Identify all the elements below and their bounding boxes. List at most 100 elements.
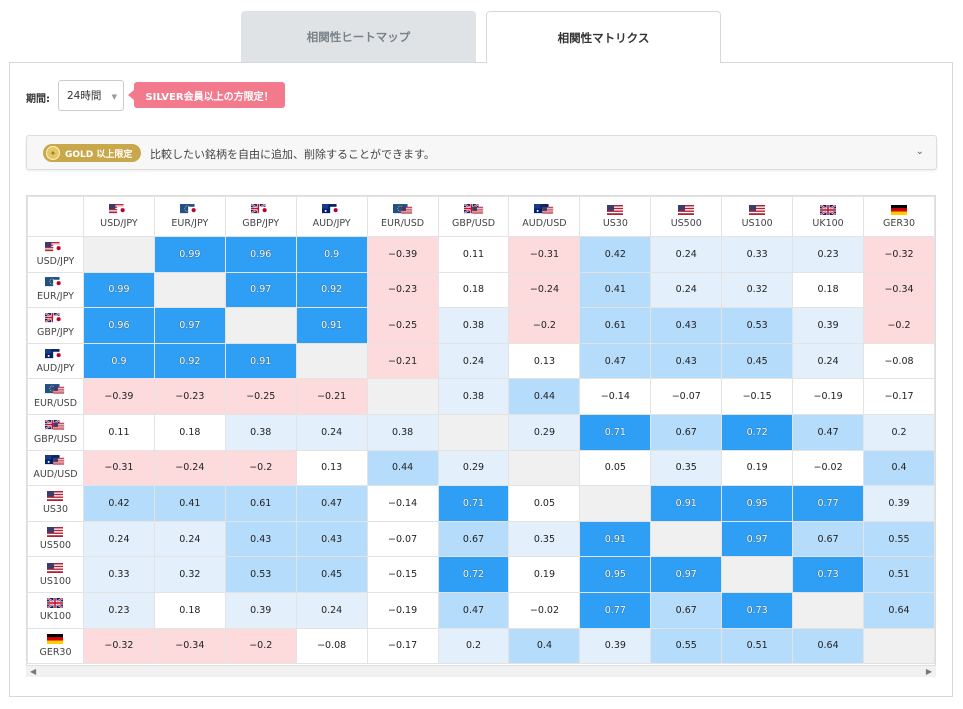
matrix-cell-value: 0.24 — [108, 533, 130, 545]
row-header-label: USD/JPY — [36, 255, 75, 267]
horizontal-scrollbar[interactable]: ◀ ▶ — [26, 665, 936, 677]
matrix-cell-value: 0.97 — [675, 569, 697, 581]
gold-feature-bar[interactable]: ✦ GOLD 以上限定 比較したい銘柄を自由に追加、削除することができます。 ⌄ — [26, 135, 937, 170]
matrix-cell: −0.21 — [366, 342, 439, 380]
matrix-cell: 0.39 — [579, 627, 652, 665]
matrix-cell-value: 0.38 — [250, 426, 272, 438]
column-header-eur-usd: EUR/USD — [366, 196, 439, 237]
matrix-cell: −0.02 — [792, 449, 865, 487]
matrix-cell: 0.97 — [224, 271, 297, 309]
matrix-cell: −0.31 — [508, 236, 581, 273]
matrix-cell-diagonal — [437, 413, 510, 451]
chevron-down-icon[interactable]: ⌄ — [915, 146, 924, 157]
matrix-cell-value: 0.32 — [746, 284, 768, 296]
matrix-cell: 0.29 — [508, 413, 581, 451]
matrix-cell: 0.05 — [508, 485, 581, 522]
table-row: GBP/JPY 0.96 0.97 0.91 −0.25 0.38 −0.2 0.61 0.43… — [27, 307, 935, 344]
matrix-cell-value: −0.17 — [884, 391, 914, 403]
matrix-cell-value: −0.39 — [388, 248, 418, 260]
matrix-cell: 0.92 — [153, 342, 226, 380]
flag-icon — [607, 204, 624, 215]
matrix-cell-value: −0.24 — [529, 284, 559, 296]
tab-matrix[interactable]: 相関性マトリクス — [486, 11, 721, 63]
matrix-cell-diagonal — [650, 520, 723, 558]
column-header-label: GBP/USD — [451, 218, 496, 229]
matrix-cell-value: 0.91 — [250, 355, 272, 367]
matrix-cell: 0.67 — [650, 413, 723, 451]
matrix-cell: −0.32 — [82, 627, 155, 665]
column-header-label: EUR/JPY — [171, 218, 209, 229]
scroll-left-icon[interactable]: ◀ — [30, 667, 37, 676]
row-header-label: EUR/USD — [33, 398, 78, 410]
flag-icon — [47, 598, 64, 609]
matrix-cell-value: 0.99 — [108, 284, 130, 296]
matrix-cell: 0.44 — [366, 449, 439, 487]
matrix-cell: 0.18 — [792, 271, 865, 309]
matrix-cell: 0.73 — [792, 556, 865, 593]
matrix-cell: 0.45 — [295, 556, 368, 593]
flag-icon — [45, 241, 65, 252]
matrix-cell-value: 0.73 — [817, 569, 839, 581]
matrix-cell-value: 0.51 — [746, 640, 768, 652]
matrix-cell: 0.43 — [224, 520, 297, 558]
row-header-aud-usd: AUD/USD — [27, 449, 84, 487]
table-row: AUD/USD −0.31 −0.24 −0.2 0.13 0.44 0.29 0.05 0.3… — [27, 449, 935, 487]
matrix-cell-value: −0.2 — [249, 640, 273, 652]
matrix-cell: 0.43 — [295, 520, 368, 558]
matrix-cell-value: 0.95 — [746, 497, 768, 509]
matrix-cell: −0.21 — [295, 378, 368, 415]
matrix-cell: 0.71 — [437, 485, 510, 522]
matrix-cell: −0.02 — [508, 591, 581, 629]
tab-heatmap[interactable]: 相関性ヒートマップ — [241, 11, 476, 62]
matrix-cell: −0.34 — [863, 271, 935, 309]
matrix-cell: 0.71 — [579, 413, 652, 451]
matrix-cell-value: −0.19 — [813, 391, 843, 403]
row-header-label: US500 — [39, 540, 72, 552]
matrix-cell-value: 0.39 — [604, 640, 626, 652]
scroll-right-icon[interactable]: ▶ — [925, 667, 932, 676]
matrix-cell-diagonal — [224, 307, 297, 344]
flag-icon — [463, 204, 483, 214]
column-header-gbp-jpy: GBP/JPY — [224, 196, 297, 237]
matrix-cell-value: 0.35 — [675, 462, 697, 474]
row-header-label: GER30 — [39, 646, 72, 658]
column-header-eur-jpy: EUR/JPY — [153, 196, 226, 237]
matrix-cell: 0.42 — [82, 485, 155, 522]
matrix-cell: −0.2 — [224, 449, 297, 487]
matrix-cell-value: −0.14 — [600, 391, 630, 403]
matrix-cell: −0.17 — [366, 627, 439, 665]
flag-icon — [392, 204, 412, 214]
matrix-cell-value: 0.53 — [250, 569, 272, 581]
column-header-label: US100 — [741, 217, 773, 229]
matrix-cell-value: 0.45 — [321, 569, 343, 581]
gold-bar-text: 比較したい銘柄を自由に追加、削除することができます。 — [150, 148, 435, 161]
matrix-cell-value: 0.35 — [533, 533, 556, 545]
matrix-cell-value: 0.47 — [321, 497, 343, 509]
column-header-uk100: UK100 — [792, 196, 865, 237]
matrix-cell-diagonal — [295, 342, 368, 380]
matrix-cell-value: 0.39 — [888, 497, 910, 509]
flag-icon — [47, 527, 64, 538]
matrix-cell-value: 0.61 — [250, 497, 272, 509]
matrix-cell-value: 0.42 — [108, 497, 130, 509]
period-select[interactable]: 24時間 ▼ — [58, 80, 124, 111]
matrix-cell: 0.18 — [153, 591, 226, 629]
matrix-cell-value: 0.55 — [675, 640, 697, 652]
matrix-cell-value: 0.91 — [604, 533, 626, 545]
matrix-cell-value: 0.33 — [108, 569, 130, 581]
matrix-cell-value: −0.34 — [884, 284, 914, 296]
matrix-cell-value: 0.29 — [462, 462, 485, 474]
matrix-cell-value: −0.2 — [532, 319, 556, 331]
matrix-cell-diagonal — [153, 271, 226, 309]
table-row: EUR/JPY 0.99 0.97 0.92 −0.23 0.18 −0.24 0.41 0.2… — [27, 271, 935, 309]
matrix-cell: 0.99 — [82, 271, 155, 309]
matrix-cell: 0.24 — [650, 236, 723, 273]
flag-icon — [749, 204, 766, 215]
row-header-usd-jpy: USD/JPY — [27, 236, 84, 273]
column-header-aud-usd: AUD/USD — [508, 196, 581, 237]
matrix-cell-value: −0.31 — [529, 248, 559, 260]
row-header-label: EUR/JPY — [37, 291, 74, 303]
row-header-gbp-jpy: GBP/JPY — [27, 307, 84, 344]
table-row: GER30 −0.32 −0.34 −0.2 −0.08 −0.17 0.2 0.4 0.39 0… — [27, 627, 935, 665]
matrix-cell-value: 0.97 — [250, 284, 272, 296]
